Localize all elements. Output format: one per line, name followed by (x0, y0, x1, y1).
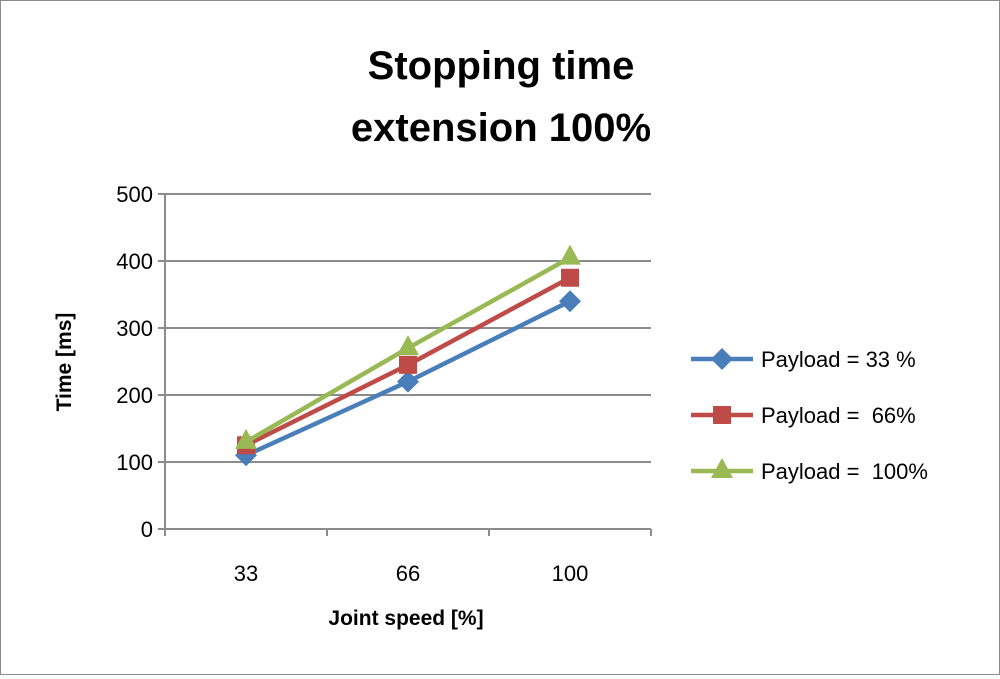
chart-title-line-1: Stopping time (368, 44, 635, 88)
y-tick-label: 100 (116, 450, 153, 475)
y-tick-label: 300 (116, 316, 153, 341)
x-axis-label: Joint speed [%] (328, 607, 483, 630)
legend-triangle-icon (711, 458, 733, 478)
y-tick-label: 0 (141, 517, 153, 542)
y-tick-label: 200 (116, 383, 153, 408)
series-1 (235, 290, 581, 467)
series-2 (237, 268, 579, 455)
legend-label: Payload = 33 % (761, 347, 916, 372)
y-tick-label: 500 (116, 182, 153, 207)
data-point-triangle (235, 428, 257, 449)
series-3 (235, 244, 581, 449)
legend-label: Payload = 100% (761, 459, 928, 484)
x-tick-label: 100 (552, 561, 589, 586)
legend-square-icon (713, 406, 731, 424)
data-point-square (399, 355, 417, 374)
legend-item: Payload = 66% (691, 403, 916, 428)
data-point-diamond (559, 290, 581, 313)
legend-diamond-icon (711, 348, 733, 370)
y-tick-label: 400 (116, 249, 153, 274)
legend-label: Payload = 66% (761, 403, 916, 428)
data-point-square (561, 268, 579, 287)
y-axis-label: Time [ms] (53, 313, 76, 412)
data-point-triangle (559, 244, 581, 265)
legend-item: Payload = 100% (691, 458, 928, 484)
data-point-diamond (397, 370, 419, 393)
legend-item: Payload = 33 % (691, 347, 916, 372)
chart-title-line-2: extension 100% (351, 106, 651, 150)
x-tick-label: 33 (234, 561, 258, 586)
x-tick-label: 66 (396, 561, 420, 586)
data-point-triangle (397, 335, 419, 356)
